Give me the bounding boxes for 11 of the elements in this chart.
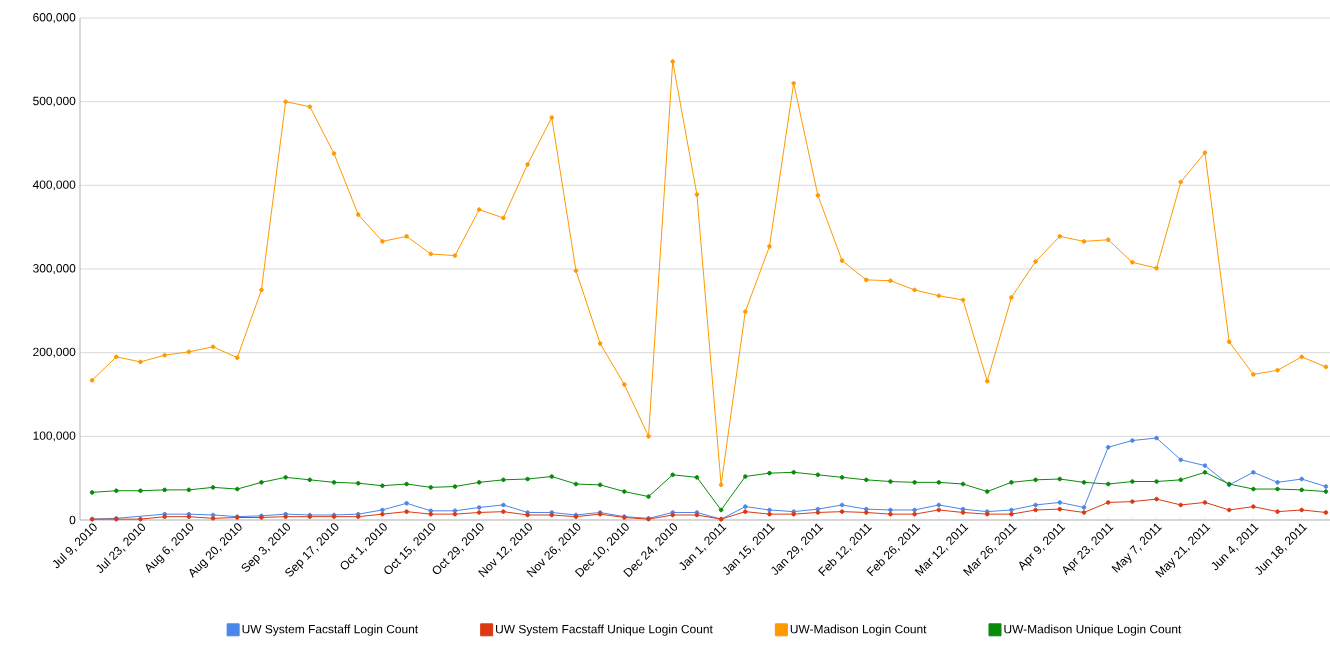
y-tick-label: 300,000 xyxy=(33,264,76,274)
legend-label: UW System Facstaff Unique Login Count xyxy=(496,624,713,636)
legend-label: UW System Facstaff Login Count xyxy=(242,624,419,636)
legend-label: UW-Madison Login Count xyxy=(790,624,927,636)
y-tick-label: 0 xyxy=(69,515,76,525)
y-tick-label: 200,000 xyxy=(33,347,76,358)
y-tick-label: 100,000 xyxy=(33,431,76,442)
legend-label: UW-Madison Unique Login Count xyxy=(1004,624,1182,636)
y-tick-label: 400,000 xyxy=(32,180,76,191)
y-tick-label: 500,000 xyxy=(33,96,76,107)
y-tick-label: 600,000 xyxy=(33,13,76,23)
